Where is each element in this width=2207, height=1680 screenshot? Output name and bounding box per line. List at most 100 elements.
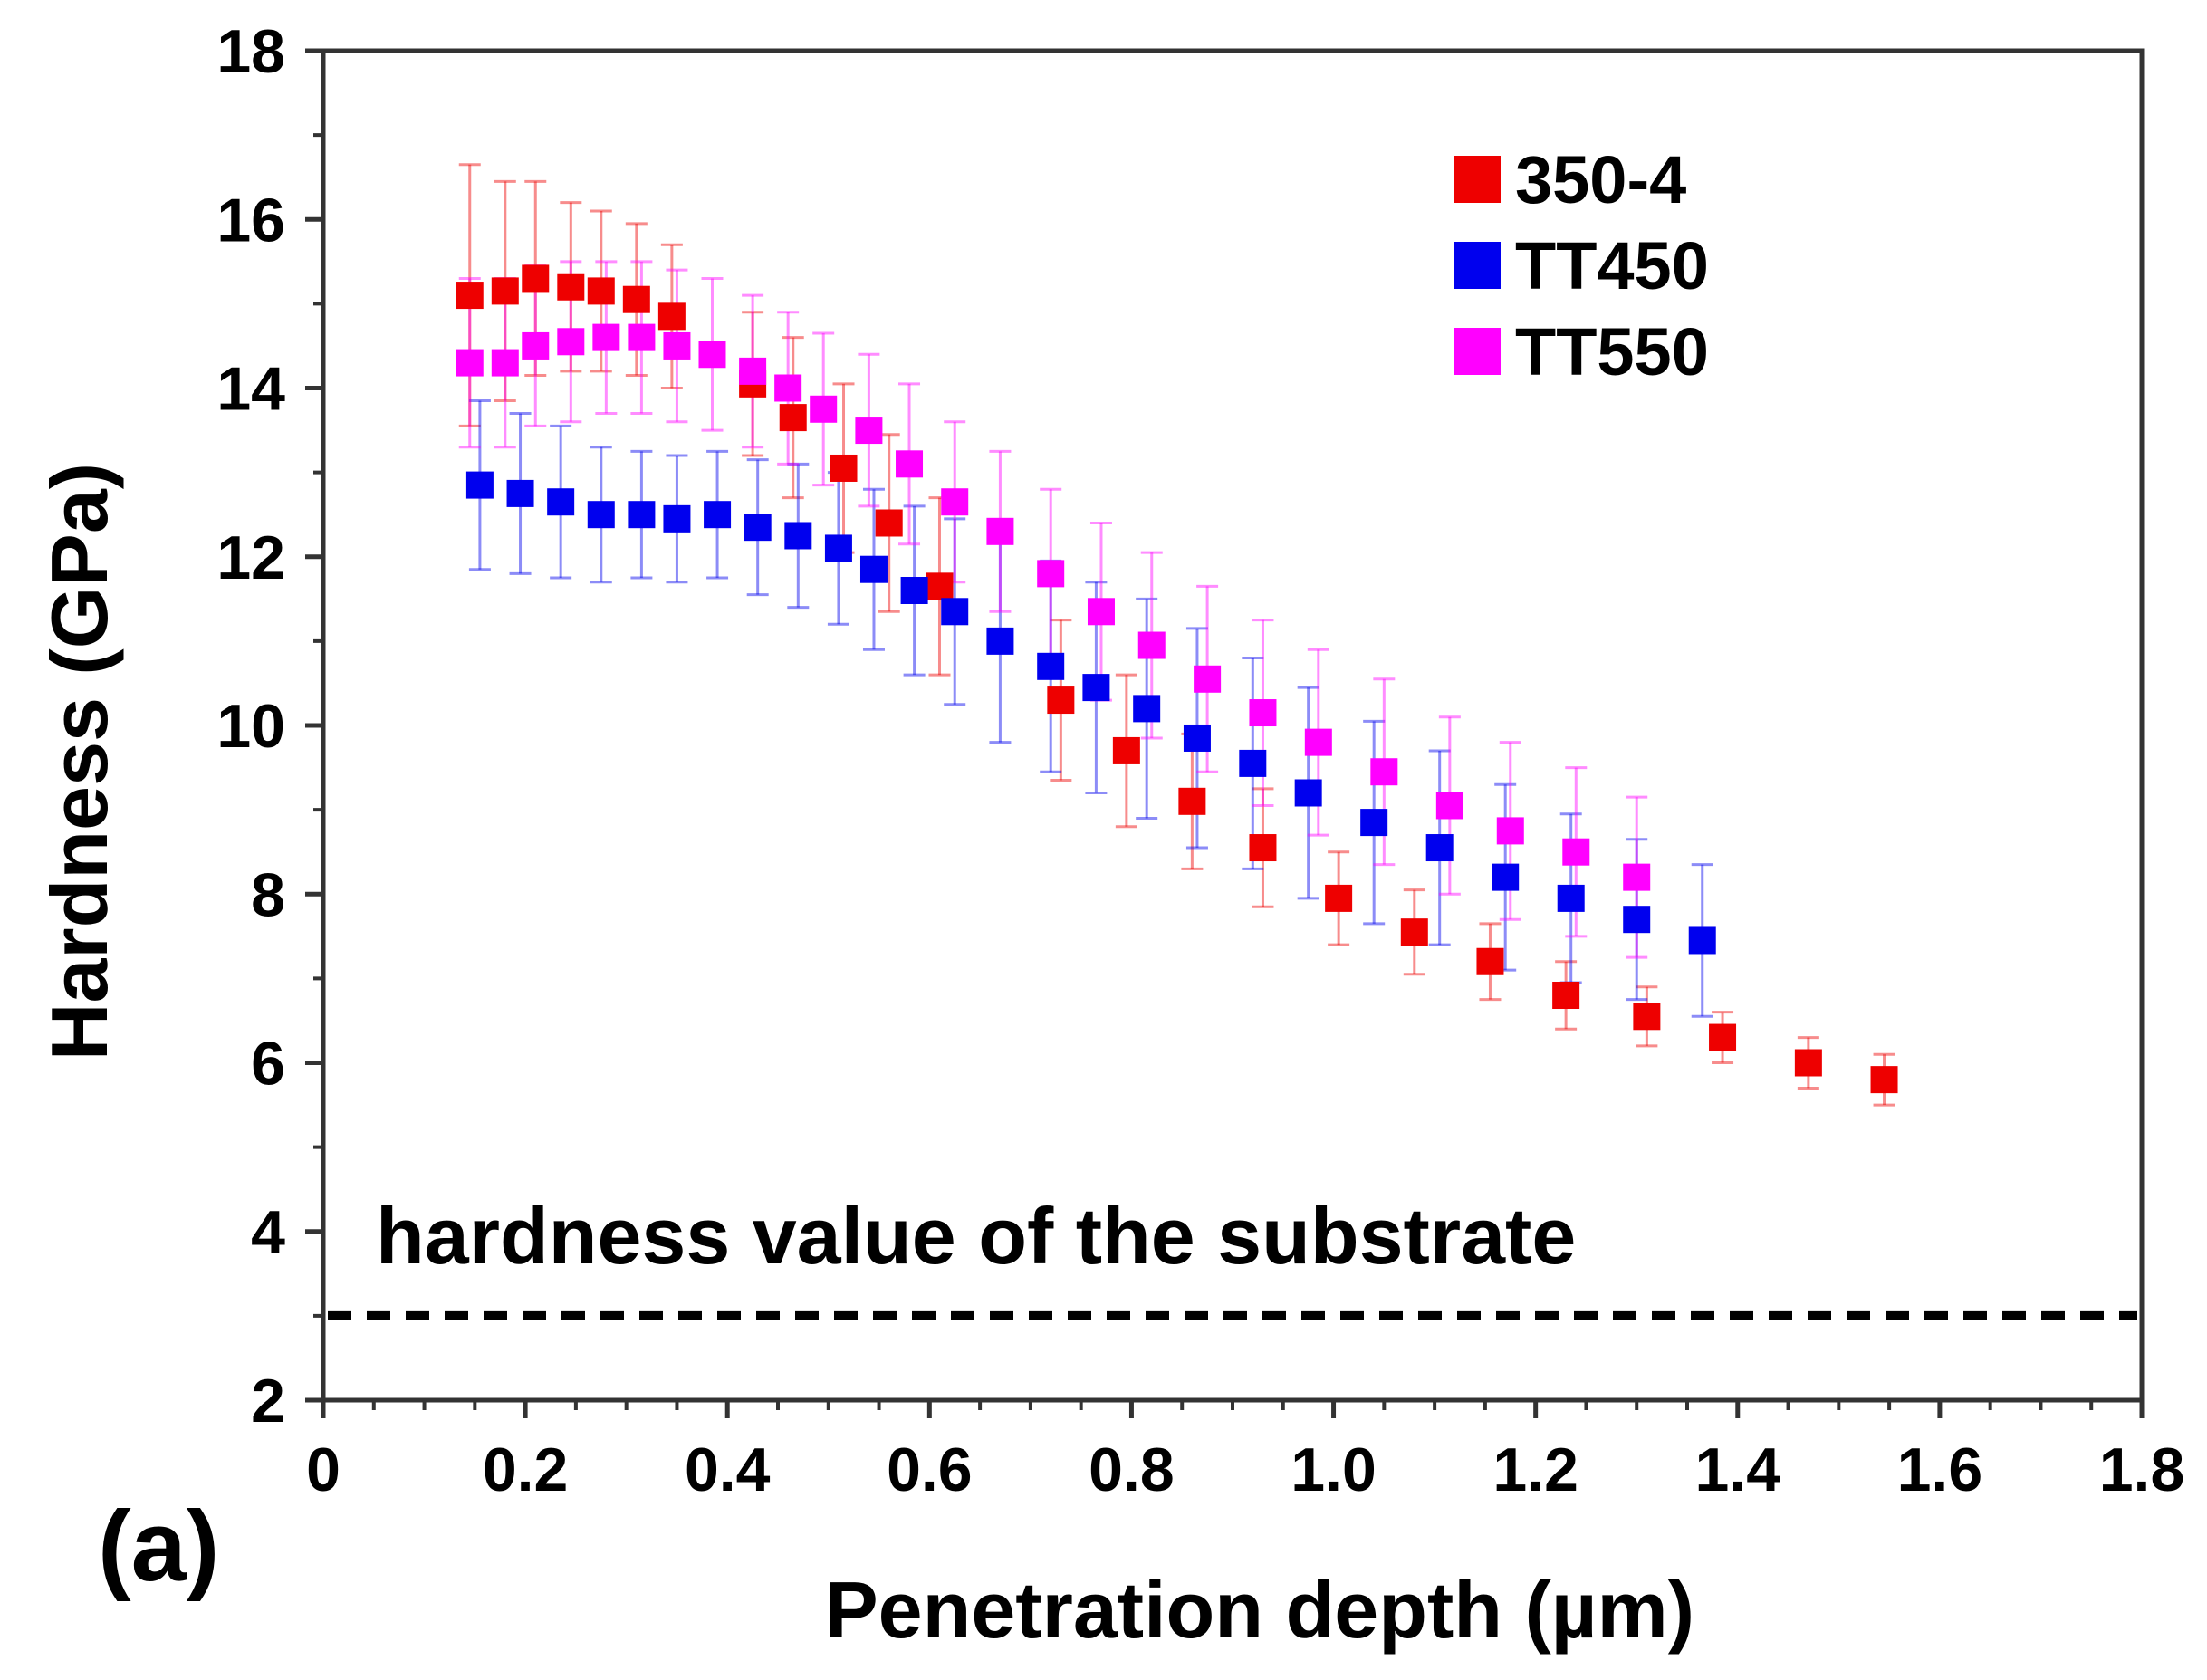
data-point xyxy=(1178,787,1206,815)
panel-label: (a) xyxy=(98,1491,219,1602)
y-tick-label: 16 xyxy=(216,186,285,254)
y-tick-label: 10 xyxy=(216,692,285,761)
data-point xyxy=(704,501,732,529)
data-point xyxy=(1037,652,1065,680)
x-tick-label: 1.6 xyxy=(1897,1435,1983,1504)
x-tick-label: 0.8 xyxy=(1089,1435,1175,1504)
x-tick-label: 0.6 xyxy=(887,1435,973,1504)
data-point xyxy=(1425,834,1454,862)
data-point xyxy=(900,577,928,604)
data-point xyxy=(875,509,903,537)
data-point xyxy=(1304,728,1332,756)
data-point xyxy=(547,488,575,516)
data-point xyxy=(784,522,812,550)
y-tick-label: 4 xyxy=(251,1198,285,1267)
data-point xyxy=(1294,779,1322,807)
data-point xyxy=(1435,792,1463,820)
x-tick-label: 0.4 xyxy=(685,1435,771,1504)
y-axis-title: Hardness (GPa) xyxy=(34,463,124,1061)
x-tick-label: 1.2 xyxy=(1492,1435,1578,1504)
data-point xyxy=(698,341,726,369)
data-point xyxy=(1239,749,1267,777)
data-point xyxy=(859,555,888,583)
data-point xyxy=(1562,838,1590,866)
data-point-layer xyxy=(456,264,1898,1094)
data-point xyxy=(941,488,969,516)
data-point xyxy=(810,395,838,423)
legend: 350-4 TT450 TT550 xyxy=(1454,142,1709,389)
legend-label-TT450: TT450 xyxy=(1515,228,1709,303)
tick-label-layer: 0 0.2 0.4 0.6 0.8 1.0 1.2 1.4 1.6 1.8 2 4 6 8 10 12 14 16… xyxy=(216,17,2184,1504)
data-point xyxy=(830,454,858,482)
data-point xyxy=(1037,560,1065,588)
legend-swatch-350-4 xyxy=(1454,156,1501,203)
data-point xyxy=(587,501,615,529)
legend-label-TT550: TT550 xyxy=(1515,314,1709,389)
data-point xyxy=(744,514,772,542)
data-point xyxy=(1133,695,1161,723)
data-point xyxy=(774,374,802,402)
data-point xyxy=(1112,736,1140,764)
y-tick-label: 18 xyxy=(216,17,285,86)
data-point xyxy=(557,328,585,356)
x-tick-label: 0 xyxy=(306,1435,341,1504)
data-point xyxy=(587,277,615,305)
data-point xyxy=(456,282,484,310)
data-point xyxy=(592,323,620,351)
data-point xyxy=(1137,631,1166,659)
data-point xyxy=(1325,884,1353,912)
data-point xyxy=(779,404,807,432)
legend-swatch-TT550 xyxy=(1454,328,1501,375)
data-point xyxy=(1249,834,1277,862)
legend-label-350-4: 350-4 xyxy=(1515,142,1686,217)
data-point xyxy=(1492,863,1520,891)
data-point xyxy=(1688,926,1716,955)
data-point xyxy=(1082,674,1110,702)
data-point xyxy=(1047,686,1075,715)
x-tick-label: 1.8 xyxy=(2099,1435,2185,1504)
data-point xyxy=(1552,982,1580,1009)
data-point xyxy=(986,517,1014,545)
data-point xyxy=(663,504,691,533)
data-point xyxy=(1087,598,1115,626)
data-point xyxy=(1476,947,1504,975)
y-tick-label: 8 xyxy=(251,860,285,929)
data-point xyxy=(456,349,484,377)
data-point xyxy=(1870,1066,1898,1094)
data-point xyxy=(1633,1003,1661,1031)
data-point xyxy=(557,273,585,301)
data-point xyxy=(491,349,519,377)
x-tick-label: 1.4 xyxy=(1695,1435,1781,1504)
data-point xyxy=(1557,884,1585,912)
series-TT450 xyxy=(465,471,1716,955)
y-tick-label: 6 xyxy=(251,1030,285,1099)
data-point xyxy=(926,572,954,600)
y-tick-label: 12 xyxy=(216,523,285,592)
x-tick-label: 0.2 xyxy=(483,1435,569,1504)
y-tick-label: 14 xyxy=(216,355,285,424)
tick-layer xyxy=(305,48,2145,1418)
data-point xyxy=(491,277,519,305)
data-point xyxy=(628,323,656,351)
data-point xyxy=(1794,1049,1822,1077)
data-point xyxy=(522,264,550,293)
data-point xyxy=(941,598,969,626)
data-point xyxy=(1183,724,1211,752)
data-point xyxy=(628,501,656,529)
data-point xyxy=(855,417,883,445)
data-point xyxy=(1194,665,1222,693)
legend-swatch-TT450 xyxy=(1454,242,1501,289)
data-point xyxy=(1370,758,1398,786)
x-tick-label: 1.0 xyxy=(1291,1435,1377,1504)
series-TT550 xyxy=(456,323,1651,891)
data-point xyxy=(1496,817,1524,845)
data-point xyxy=(1709,1023,1737,1051)
data-point xyxy=(1623,863,1651,891)
x-axis-title: Penetration depth (µm) xyxy=(825,1565,1694,1655)
data-point xyxy=(896,450,924,478)
data-point xyxy=(1360,809,1388,837)
substrate-annotation: hardness value of the substrate xyxy=(376,1191,1576,1281)
data-point xyxy=(824,534,852,562)
